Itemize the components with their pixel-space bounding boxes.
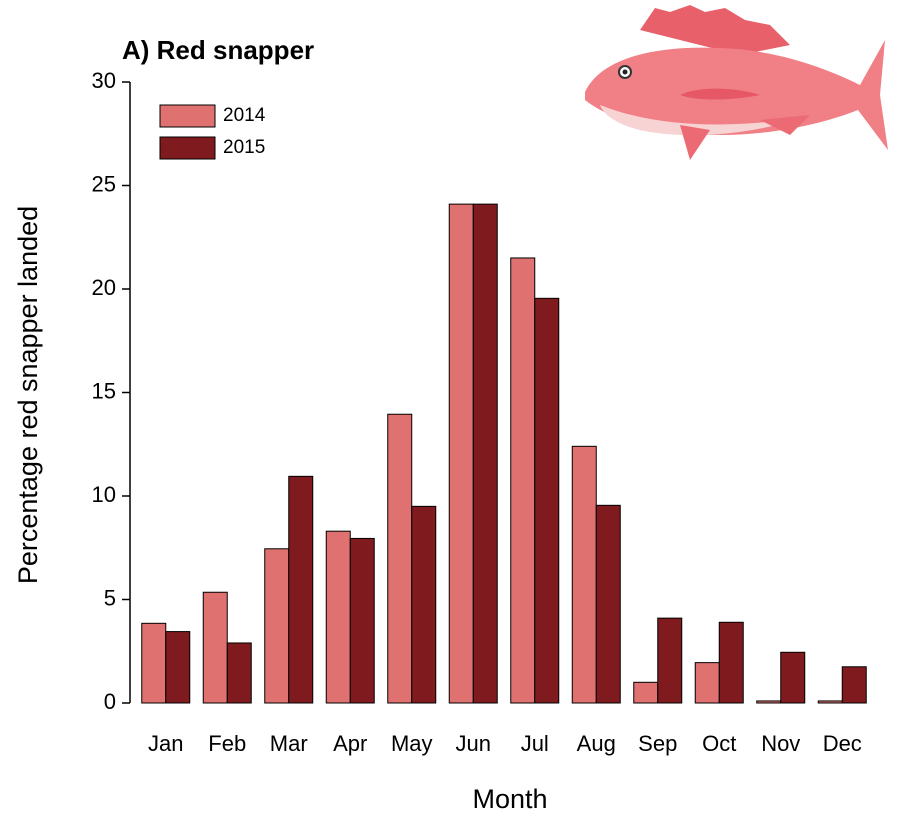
x-tick-label: Aug xyxy=(577,731,616,756)
bar xyxy=(141,622,167,704)
bar xyxy=(841,666,867,704)
bar xyxy=(534,297,560,704)
x-tick-label: Jan xyxy=(148,731,183,756)
legend-label: 2015 xyxy=(223,137,265,158)
y-tick-label: 30 xyxy=(92,68,116,93)
bar xyxy=(264,548,290,704)
y-tick-label: 5 xyxy=(104,585,116,610)
bar xyxy=(349,537,375,704)
y-tick-label: 0 xyxy=(104,689,116,714)
bar xyxy=(226,642,252,704)
y-tick-label: 20 xyxy=(92,275,116,300)
fish-illustration xyxy=(585,5,888,160)
x-tick-label: Nov xyxy=(761,731,800,756)
bar xyxy=(718,621,744,704)
chart-title: A) Red snapper xyxy=(122,35,314,65)
legend-swatch xyxy=(159,136,216,160)
x-tick-label: Jul xyxy=(521,731,549,756)
legend-label: 2014 xyxy=(223,105,266,126)
x-tick-label: Mar xyxy=(270,731,308,756)
bar xyxy=(448,203,474,704)
bar xyxy=(817,700,843,704)
bar xyxy=(165,631,191,704)
bar xyxy=(633,681,659,704)
y-tick-label: 25 xyxy=(92,171,116,196)
bar xyxy=(694,662,720,704)
x-tick-label: May xyxy=(391,731,433,756)
legend-swatch xyxy=(159,104,216,128)
x-tick-label: Oct xyxy=(702,731,736,756)
bar xyxy=(595,504,621,704)
x-tick-label: Sep xyxy=(638,731,677,756)
x-tick-label: Dec xyxy=(823,731,862,756)
bar xyxy=(657,617,683,704)
bar xyxy=(756,700,782,704)
y-axis-label: Percentage red snapper landed xyxy=(13,206,43,584)
x-tick-label: Feb xyxy=(208,731,246,756)
bar xyxy=(411,505,437,704)
x-tick-label: Jun xyxy=(456,731,491,756)
bar xyxy=(325,530,351,704)
bar xyxy=(780,651,806,704)
bar xyxy=(472,203,498,704)
bar xyxy=(288,475,314,704)
y-tick-label: 15 xyxy=(92,378,116,403)
bar xyxy=(387,413,413,704)
y-tick-label: 10 xyxy=(92,482,116,507)
x-tick-label: Apr xyxy=(333,731,367,756)
bar xyxy=(571,445,597,704)
x-axis-label: Month xyxy=(472,784,547,814)
bar xyxy=(202,591,228,704)
bar xyxy=(510,257,536,704)
